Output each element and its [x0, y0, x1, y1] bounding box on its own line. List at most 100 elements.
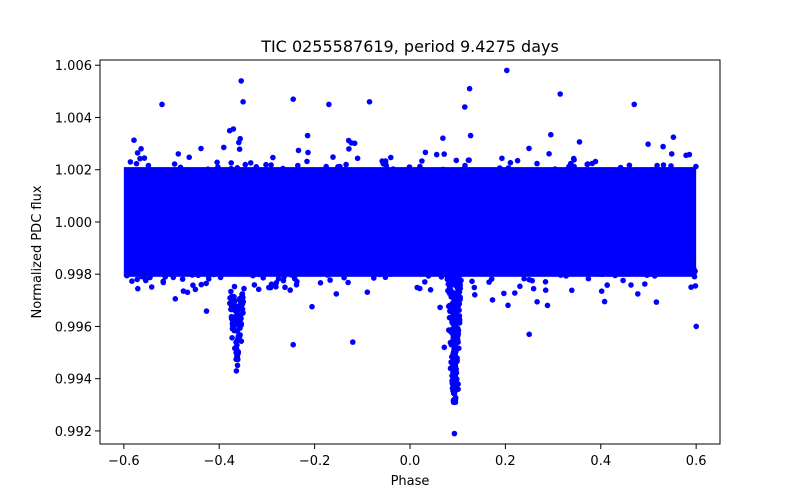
- data-point: [567, 169, 573, 175]
- data-point: [168, 266, 174, 273]
- data-point: [569, 287, 575, 294]
- chart-title: TIC 0255587619, period 9.4275 days: [260, 37, 559, 56]
- data-point: [440, 169, 446, 176]
- dip-point: [229, 298, 235, 305]
- data-point: [453, 157, 460, 164]
- data-point: [228, 165, 234, 172]
- data-point: [247, 160, 254, 166]
- transit-point: [451, 319, 457, 326]
- dip-point: [228, 288, 234, 295]
- data-point: [422, 279, 428, 285]
- dip-point: [238, 315, 244, 322]
- data-point: [534, 160, 540, 167]
- transit-point: [444, 211, 450, 217]
- data-point: [268, 162, 274, 168]
- transit-point: [452, 348, 458, 354]
- data-point: [548, 131, 554, 138]
- outlier-point: [526, 331, 532, 338]
- data-point: [276, 268, 282, 275]
- data-point: [455, 167, 462, 174]
- data-point: [131, 137, 137, 143]
- transit-point: [455, 289, 462, 296]
- data-point: [137, 155, 143, 162]
- data-point: [626, 162, 633, 169]
- data-point: [546, 171, 552, 177]
- dip-point: [229, 322, 236, 329]
- data-point: [427, 266, 433, 273]
- data-point: [544, 302, 551, 309]
- outlier-point: [326, 101, 332, 108]
- data-point: [598, 288, 605, 295]
- data-point: [462, 162, 468, 169]
- y-tick-label: 1.000: [55, 216, 92, 231]
- data-point: [148, 168, 155, 175]
- data-point: [521, 275, 527, 282]
- data-point: [343, 161, 349, 168]
- data-point: [438, 274, 445, 280]
- data-point: [198, 170, 204, 177]
- data-point: [329, 267, 336, 273]
- data-point: [341, 274, 347, 281]
- data-point: [295, 162, 301, 169]
- data-point: [526, 276, 532, 283]
- data-point: [129, 278, 135, 285]
- data-point: [527, 170, 534, 176]
- data-point: [590, 172, 596, 178]
- data-point: [171, 161, 178, 167]
- transit-point: [451, 363, 457, 370]
- data-point: [288, 272, 295, 278]
- data-point: [170, 274, 177, 281]
- transit-point: [453, 313, 459, 319]
- data-point: [395, 170, 401, 176]
- data-point: [160, 279, 167, 286]
- transit-point: [459, 232, 466, 238]
- x-tick-label: 0.0: [400, 454, 421, 469]
- x-tick-label: −0.4: [203, 454, 235, 469]
- data-point: [650, 167, 656, 173]
- data-point: [156, 268, 163, 275]
- data-point: [683, 152, 689, 159]
- data-point: [231, 283, 238, 290]
- data-point: [654, 162, 660, 169]
- dip-point: [239, 291, 246, 297]
- data-point: [193, 168, 199, 174]
- transit-point: [454, 301, 461, 308]
- data-point: [125, 167, 131, 174]
- dip-point: [229, 314, 236, 321]
- dip-point: [233, 368, 240, 374]
- data-point: [304, 132, 311, 139]
- outlier-point: [451, 430, 458, 437]
- y-tick-label: 1.006: [55, 59, 92, 74]
- transit-point: [452, 385, 459, 392]
- data-point: [161, 168, 168, 175]
- data-point: [139, 273, 145, 280]
- data-point: [217, 274, 224, 281]
- transit-point: [452, 341, 459, 348]
- data-point: [691, 266, 697, 272]
- data-point: [620, 277, 626, 284]
- data-point: [305, 149, 311, 156]
- data-point: [250, 272, 256, 279]
- dip-point: [235, 307, 241, 314]
- transit-point: [457, 220, 463, 226]
- data-point: [576, 139, 583, 145]
- data-point: [418, 166, 425, 173]
- data-point: [427, 287, 434, 293]
- data-point: [346, 146, 352, 152]
- data-point: [406, 164, 413, 170]
- data-point: [354, 155, 361, 162]
- x-tick-label: 0.4: [590, 454, 611, 469]
- data-point: [304, 267, 311, 274]
- data-point: [635, 291, 641, 297]
- transit-point: [450, 397, 457, 404]
- data-point: [236, 146, 243, 152]
- data-point: [433, 151, 440, 158]
- data-point: [572, 269, 579, 276]
- data-point: [214, 168, 220, 175]
- data-point: [617, 164, 624, 171]
- data-point: [517, 168, 523, 175]
- data-point: [472, 292, 478, 298]
- x-tick-label: 0.6: [686, 454, 707, 469]
- data-point: [581, 266, 588, 273]
- outlier-point: [631, 101, 637, 108]
